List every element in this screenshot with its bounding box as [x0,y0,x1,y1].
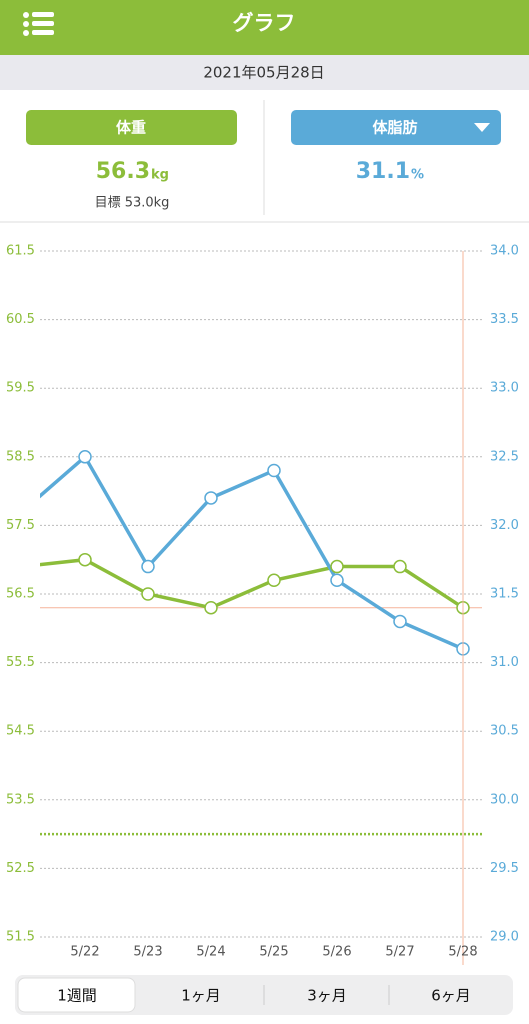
body-fat-unit: % [411,168,424,183]
data-point [330,559,344,574]
data-point [393,559,407,574]
series-line [40,557,464,610]
y-tick-label: 59.5 [6,381,35,396]
data-point [393,614,407,629]
y2-tick-label: 31.0 [490,655,519,670]
plot-area [16,450,482,836]
body-fat-value: 31.1 [356,159,410,184]
y2-tick-label: 32.0 [490,518,519,533]
y-tick-label: 53.5 [6,792,35,807]
x-tick-label: 5/27 [385,945,414,960]
data-point [204,600,218,615]
weight-target: 目標 53.0kg [95,196,170,211]
menu-button[interactable] [23,12,54,36]
y-tick-label: 58.5 [6,449,35,464]
x-tick-label: 5/23 [133,945,162,960]
data-point [78,552,92,567]
series-line [40,454,464,651]
chart: 51.5 52.5 53.5 54.5 55.5 56.5 57.5 58.5 59.5 60.5… [6,244,519,965]
y2-tick-label: 29.0 [490,930,519,945]
y-tick-label: 61.5 [6,244,35,259]
y-tick-label: 52.5 [6,861,35,876]
y2-tick-label: 34.0 [490,244,519,259]
body-fat-button[interactable] [291,110,501,145]
data-point [141,559,155,574]
y-tick-label: 51.5 [6,930,35,945]
data-point [267,573,281,588]
y2-tick-label: 33.0 [490,381,519,396]
data-point [267,463,281,478]
y2-tick-label: 32.5 [490,449,519,464]
x-tick-label: 5/26 [322,945,351,960]
weight-value: 56.3 [96,159,150,184]
data-point [204,491,218,505]
tab[interactable]: 1ヶ月 [181,987,221,1005]
data-point [16,506,28,518]
y2-tick-label: 29.5 [490,861,519,876]
tab[interactable]: 6ヶ月 [431,987,471,1005]
data-point [330,573,344,588]
x-tick-label: 5/22 [70,945,99,960]
date-bar [0,55,529,90]
dropdown-arrow [474,123,490,132]
x-tick-label: 5/28 [448,945,477,960]
header-title: グラフ [233,11,296,35]
y2-tick-label: 31.5 [490,587,519,602]
data-point [141,587,155,601]
data-point [78,450,92,464]
y2-tick-label: 30.0 [490,792,519,807]
y-tick-label: 55.5 [6,655,35,670]
weight-button[interactable] [26,110,237,145]
weight-label: 体重 [116,119,146,137]
y-tick-label: 56.5 [6,587,35,602]
tab-selected [17,977,136,1013]
tab[interactable]: 3ヶ月 [307,987,347,1005]
y-tick-label: 54.5 [6,724,35,739]
weight-unit: kg [151,168,169,183]
y-tick-label: 60.5 [6,312,35,327]
header-bar [0,0,529,55]
body-fat-label: 体脂肪 [372,119,417,137]
x-tick-label: 5/25 [259,945,288,960]
y2-tick-label: 33.5 [490,312,519,327]
date: 2021年05月28日 [203,64,324,82]
tab[interactable]: 1週間 [57,987,97,1005]
x-tick-label: 5/24 [196,945,225,960]
data-point [16,561,28,573]
y2-tick-label: 30.5 [490,724,519,739]
y-tick-label: 57.5 [6,518,35,533]
